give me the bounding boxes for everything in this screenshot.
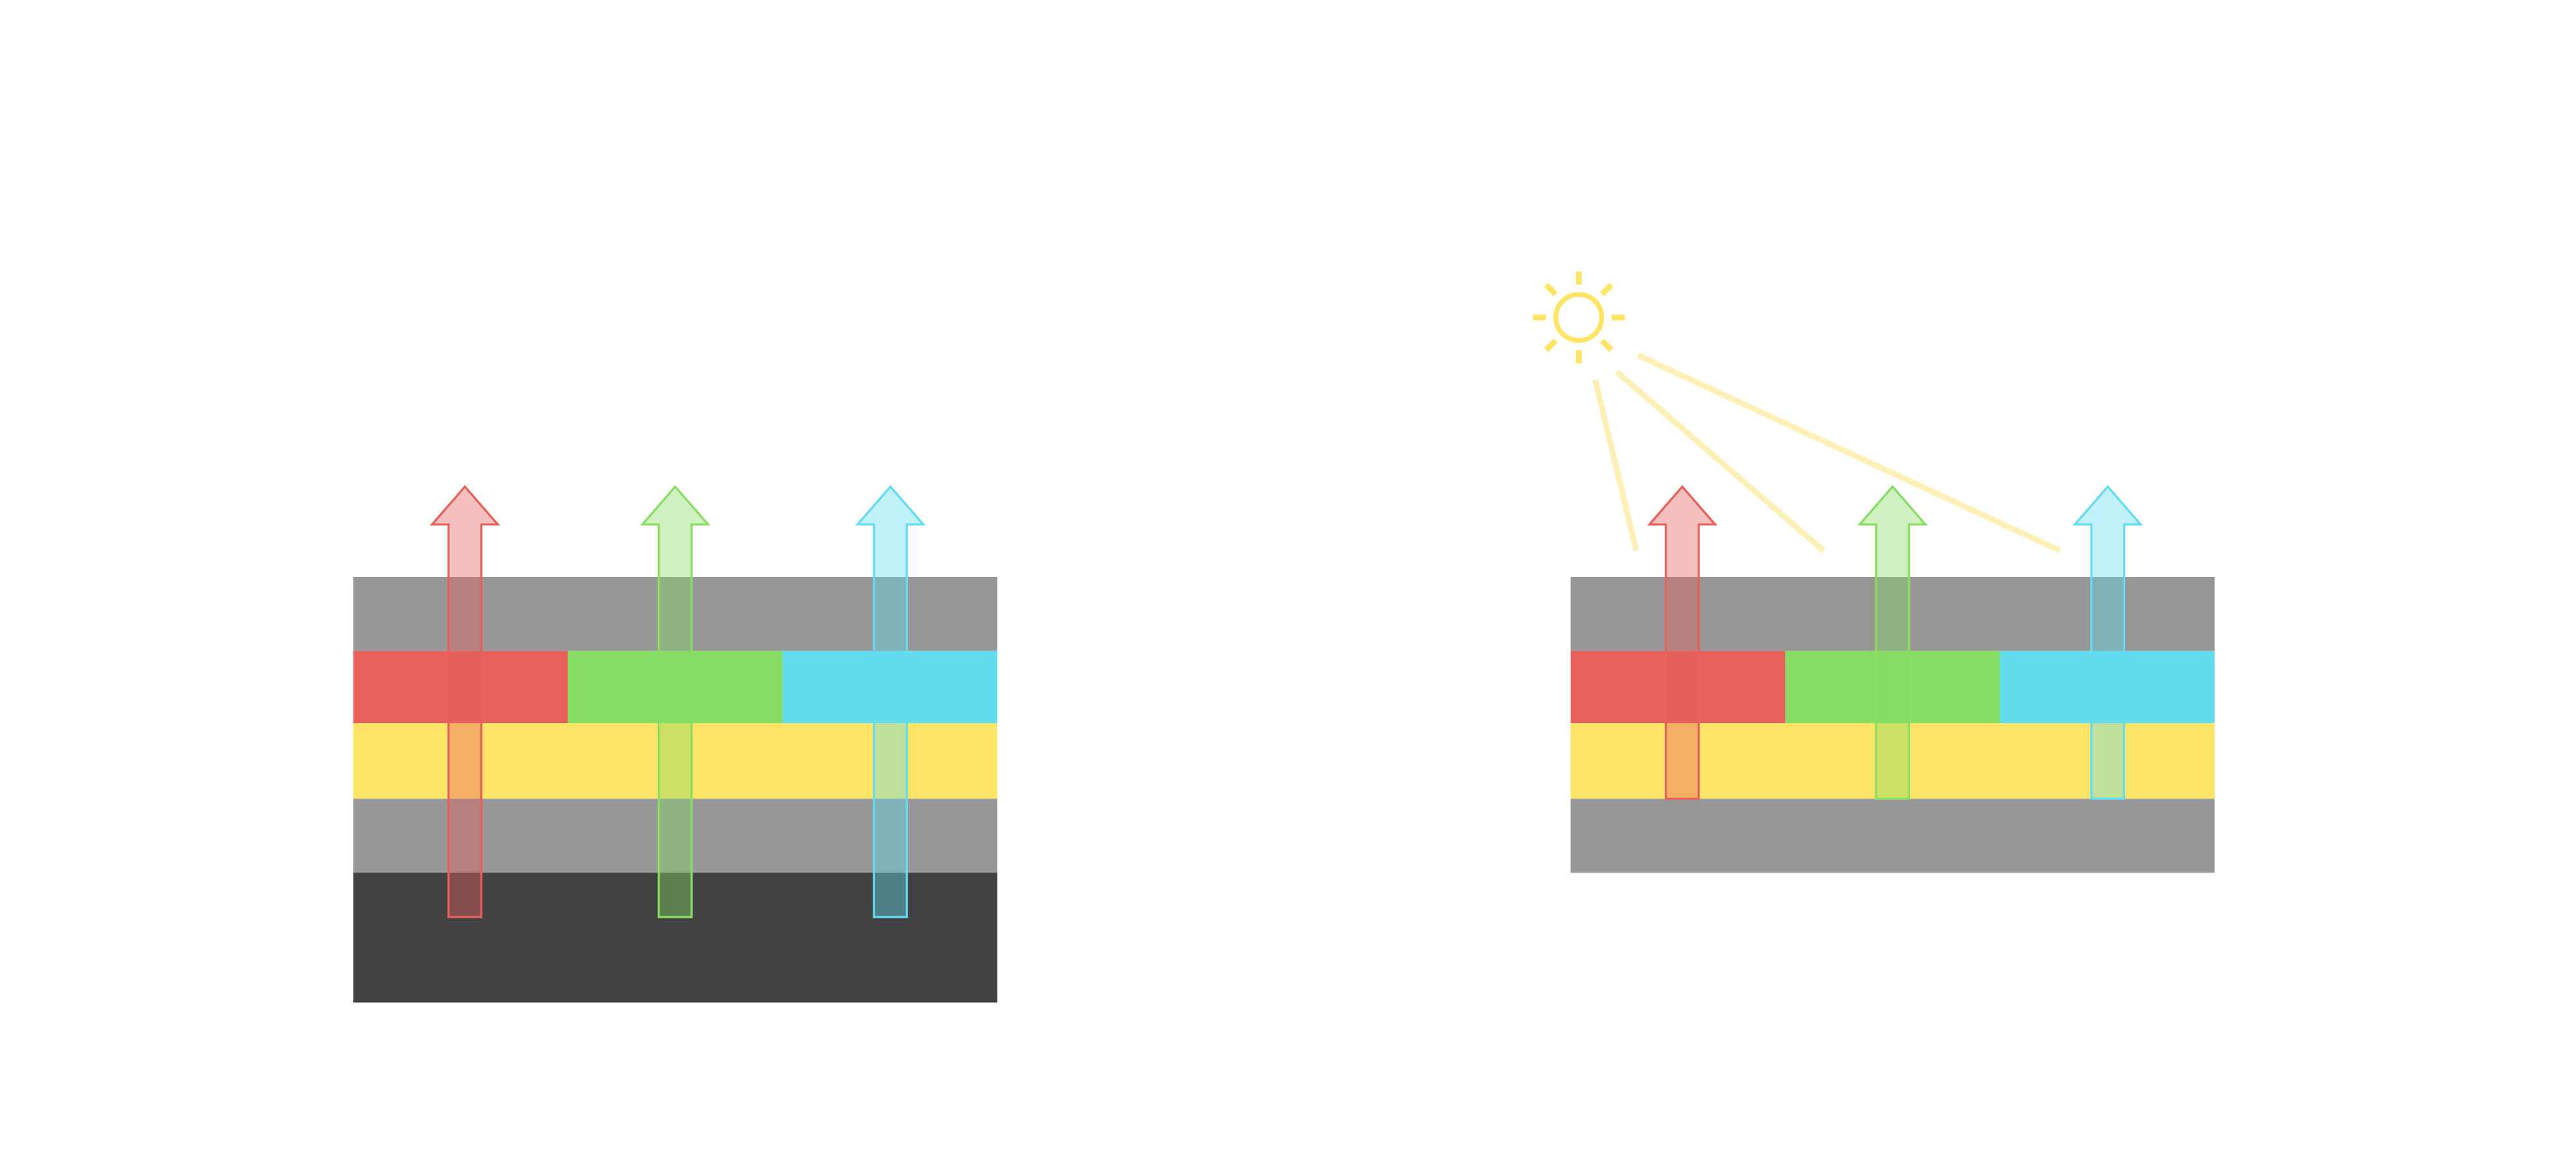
gray-layer xyxy=(353,799,998,873)
gray-layer xyxy=(1570,799,2215,873)
green-color-filter-layer xyxy=(567,650,784,724)
right-panel-stack xyxy=(1570,485,2215,873)
sun-beams xyxy=(1592,352,2061,554)
yellow-layer xyxy=(1570,723,2215,799)
cyan-color-filter-layer xyxy=(782,650,998,724)
red-arrow-up-icon xyxy=(1647,485,1718,800)
green-color-filter-layer xyxy=(1785,650,2001,724)
sun-icon xyxy=(1533,271,1625,364)
left-panel-stack xyxy=(353,485,998,1003)
sun-ray xyxy=(1544,338,1558,352)
sun-ray xyxy=(1544,283,1558,297)
yellow-layer xyxy=(353,723,998,799)
cyan-arrow-up-icon xyxy=(2072,485,2143,800)
sun-beam-line xyxy=(1636,352,2061,554)
green-arrow-up-icon xyxy=(1857,485,1928,800)
sun-disc xyxy=(1553,292,1605,343)
sun-beam-line xyxy=(1592,379,1640,552)
gray-layer xyxy=(1570,577,2215,651)
red-color-filter-layer xyxy=(1570,650,1786,724)
cyan-arrow-up-icon xyxy=(855,485,926,918)
sun-ray xyxy=(1600,338,1614,352)
green-arrow-up-icon xyxy=(639,485,711,918)
sun-beam-line xyxy=(1615,369,1826,553)
gray-layer xyxy=(353,577,998,651)
sun-ray xyxy=(1600,283,1614,297)
red-arrow-up-icon xyxy=(430,485,500,918)
red-color-filter-layer xyxy=(353,650,569,724)
dark-layer xyxy=(353,873,998,1003)
cyan-color-filter-layer xyxy=(2000,650,2215,724)
